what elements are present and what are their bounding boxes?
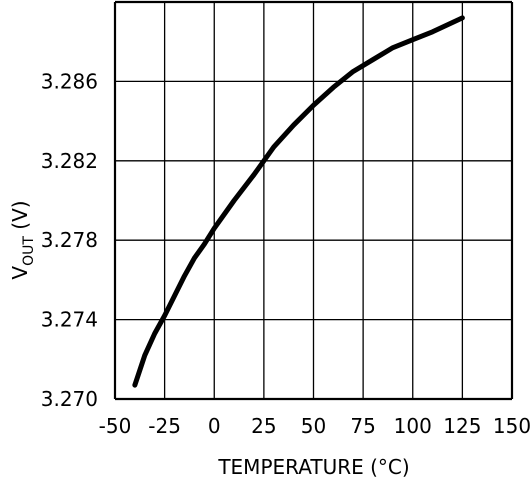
y-tick-label: 3.270 [41,387,98,411]
vout-series-line [132,15,465,388]
tick-layer: -50 -25 0 25 50 75 100 125 150 3.270 3.274 3.278 3.2… [41,69,530,438]
y-axis-label-group: VOUT (V) [8,200,37,279]
x-tick-label: -25 [148,414,181,438]
y-tick-label: 3.278 [41,228,98,252]
y-tick-label: 3.274 [41,308,98,332]
x-tick-label: 0 [208,414,221,438]
series-layer [132,15,465,388]
y-axis-label-unit: (V) [8,200,32,229]
x-tick-label: -50 [99,414,132,438]
x-tick-label: 100 [394,414,432,438]
y-tick-label: 3.286 [41,69,98,93]
x-tick-label: 150 [493,414,530,438]
y-tick-label: 3.282 [41,149,98,173]
x-tick-label: 50 [301,414,326,438]
grid-layer [113,0,514,401]
x-tick-label: 25 [251,414,276,438]
x-tick-label: 75 [350,414,375,438]
y-axis-label: VOUT (V) [8,200,37,279]
x-tick-label: 125 [443,414,481,438]
y-axis-label-main: V [8,266,32,280]
x-axis-label: TEMPERATURE (°C) [217,455,409,479]
y-axis-label-subscript: OUT [21,236,37,266]
